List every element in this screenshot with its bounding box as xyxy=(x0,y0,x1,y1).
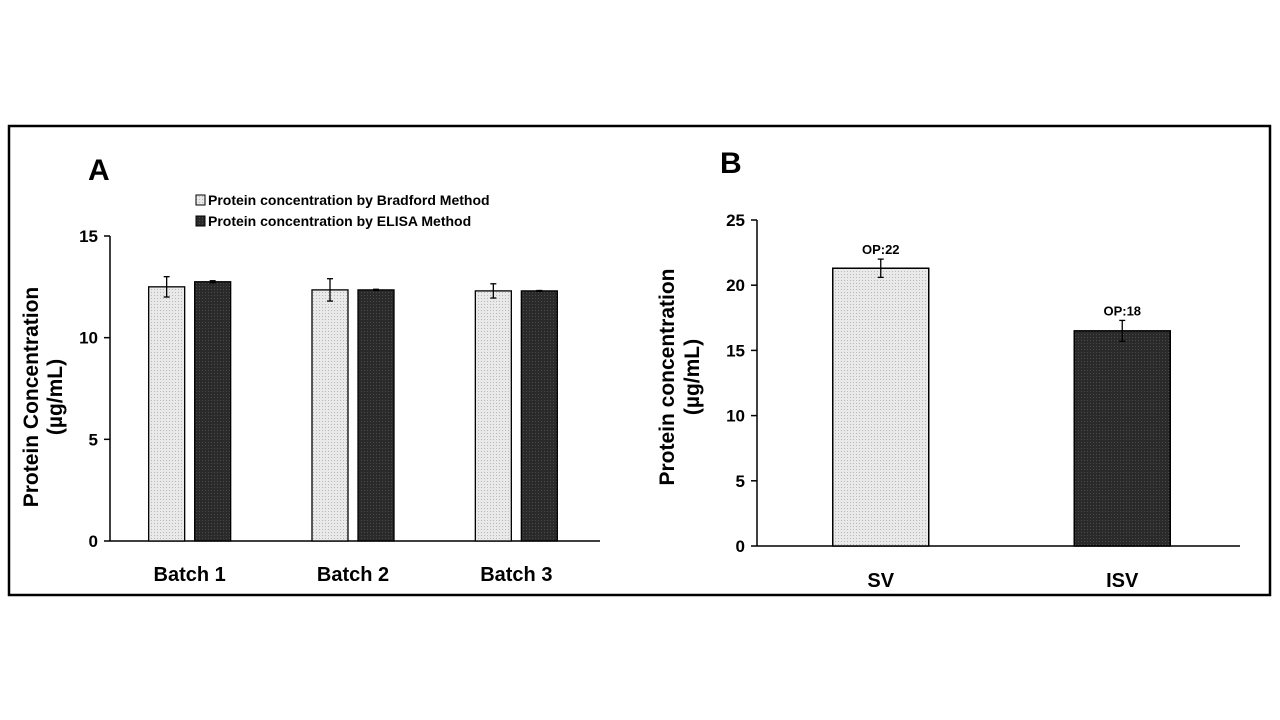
legend-swatch-elisa xyxy=(195,215,206,227)
legend-swatch-bradford xyxy=(195,194,206,206)
panel-b-y-tick-label: 15 xyxy=(726,341,745,360)
panel-b-bar-isv xyxy=(1073,330,1171,547)
legend-label-elisa: Protein concentration by ELISA Method xyxy=(208,213,471,229)
panel-a-bar-bradford xyxy=(311,289,349,542)
panel-a-y-tick-label: 15 xyxy=(79,227,98,246)
panel-b-y-axis-label-line1: Protein concentration xyxy=(656,268,679,485)
panel-b-y-axis-label-line2: (µg/mL) xyxy=(681,339,704,415)
panel-b-data-label: OP:22 xyxy=(862,242,900,257)
panel-b-bar-sv xyxy=(832,267,930,547)
panel-a-y-tick-label: 10 xyxy=(79,329,98,348)
panel-b-y-tick-label: 5 xyxy=(736,472,745,491)
panel-b-category-label: ISV xyxy=(1106,570,1139,592)
panel-a-letter: A xyxy=(88,154,110,187)
panel-a-y-tick-label: 5 xyxy=(89,430,98,449)
panel-a-category-label: Batch 2 xyxy=(317,564,389,586)
panel-b-data-label: OP:18 xyxy=(1103,303,1141,318)
panel-a-category-label: Batch 1 xyxy=(154,564,226,586)
panel-b-chart: B Protein concentration (µg/mL) 0 5 10 15 20… xyxy=(656,147,1240,592)
panel-b-category-label: SV xyxy=(867,570,894,592)
panel-b-y-tick-label: 10 xyxy=(726,407,745,426)
panel-a-chart: A Protein concentration by Bradford Meth… xyxy=(20,154,600,586)
panel-a-legend: Protein concentration by Bradford Method… xyxy=(195,192,490,229)
panel-a-y-axis-label-line2: (µg/mL) xyxy=(44,359,67,435)
panel-a-category-label: Batch 3 xyxy=(480,564,552,586)
panel-a-y-axis-label-line1: Protein Concentration xyxy=(20,287,43,508)
panel-b-y-tick-label: 0 xyxy=(736,537,745,556)
panel-b-y-tick-label: 20 xyxy=(726,276,745,295)
panel-a-bar-elisa xyxy=(194,281,232,542)
panel-a-y-tick-label: 0 xyxy=(89,532,98,551)
panel-a-bar-bradford xyxy=(474,290,512,542)
panel-a-bar-bradford xyxy=(148,286,186,542)
panel-b-letter: B xyxy=(720,147,742,180)
panel-a-bar-elisa xyxy=(520,290,558,542)
legend-label-bradford: Protein concentration by Bradford Method xyxy=(208,192,490,208)
panel-a-bar-elisa xyxy=(357,289,395,542)
panel-b-y-tick-label: 25 xyxy=(726,211,745,230)
